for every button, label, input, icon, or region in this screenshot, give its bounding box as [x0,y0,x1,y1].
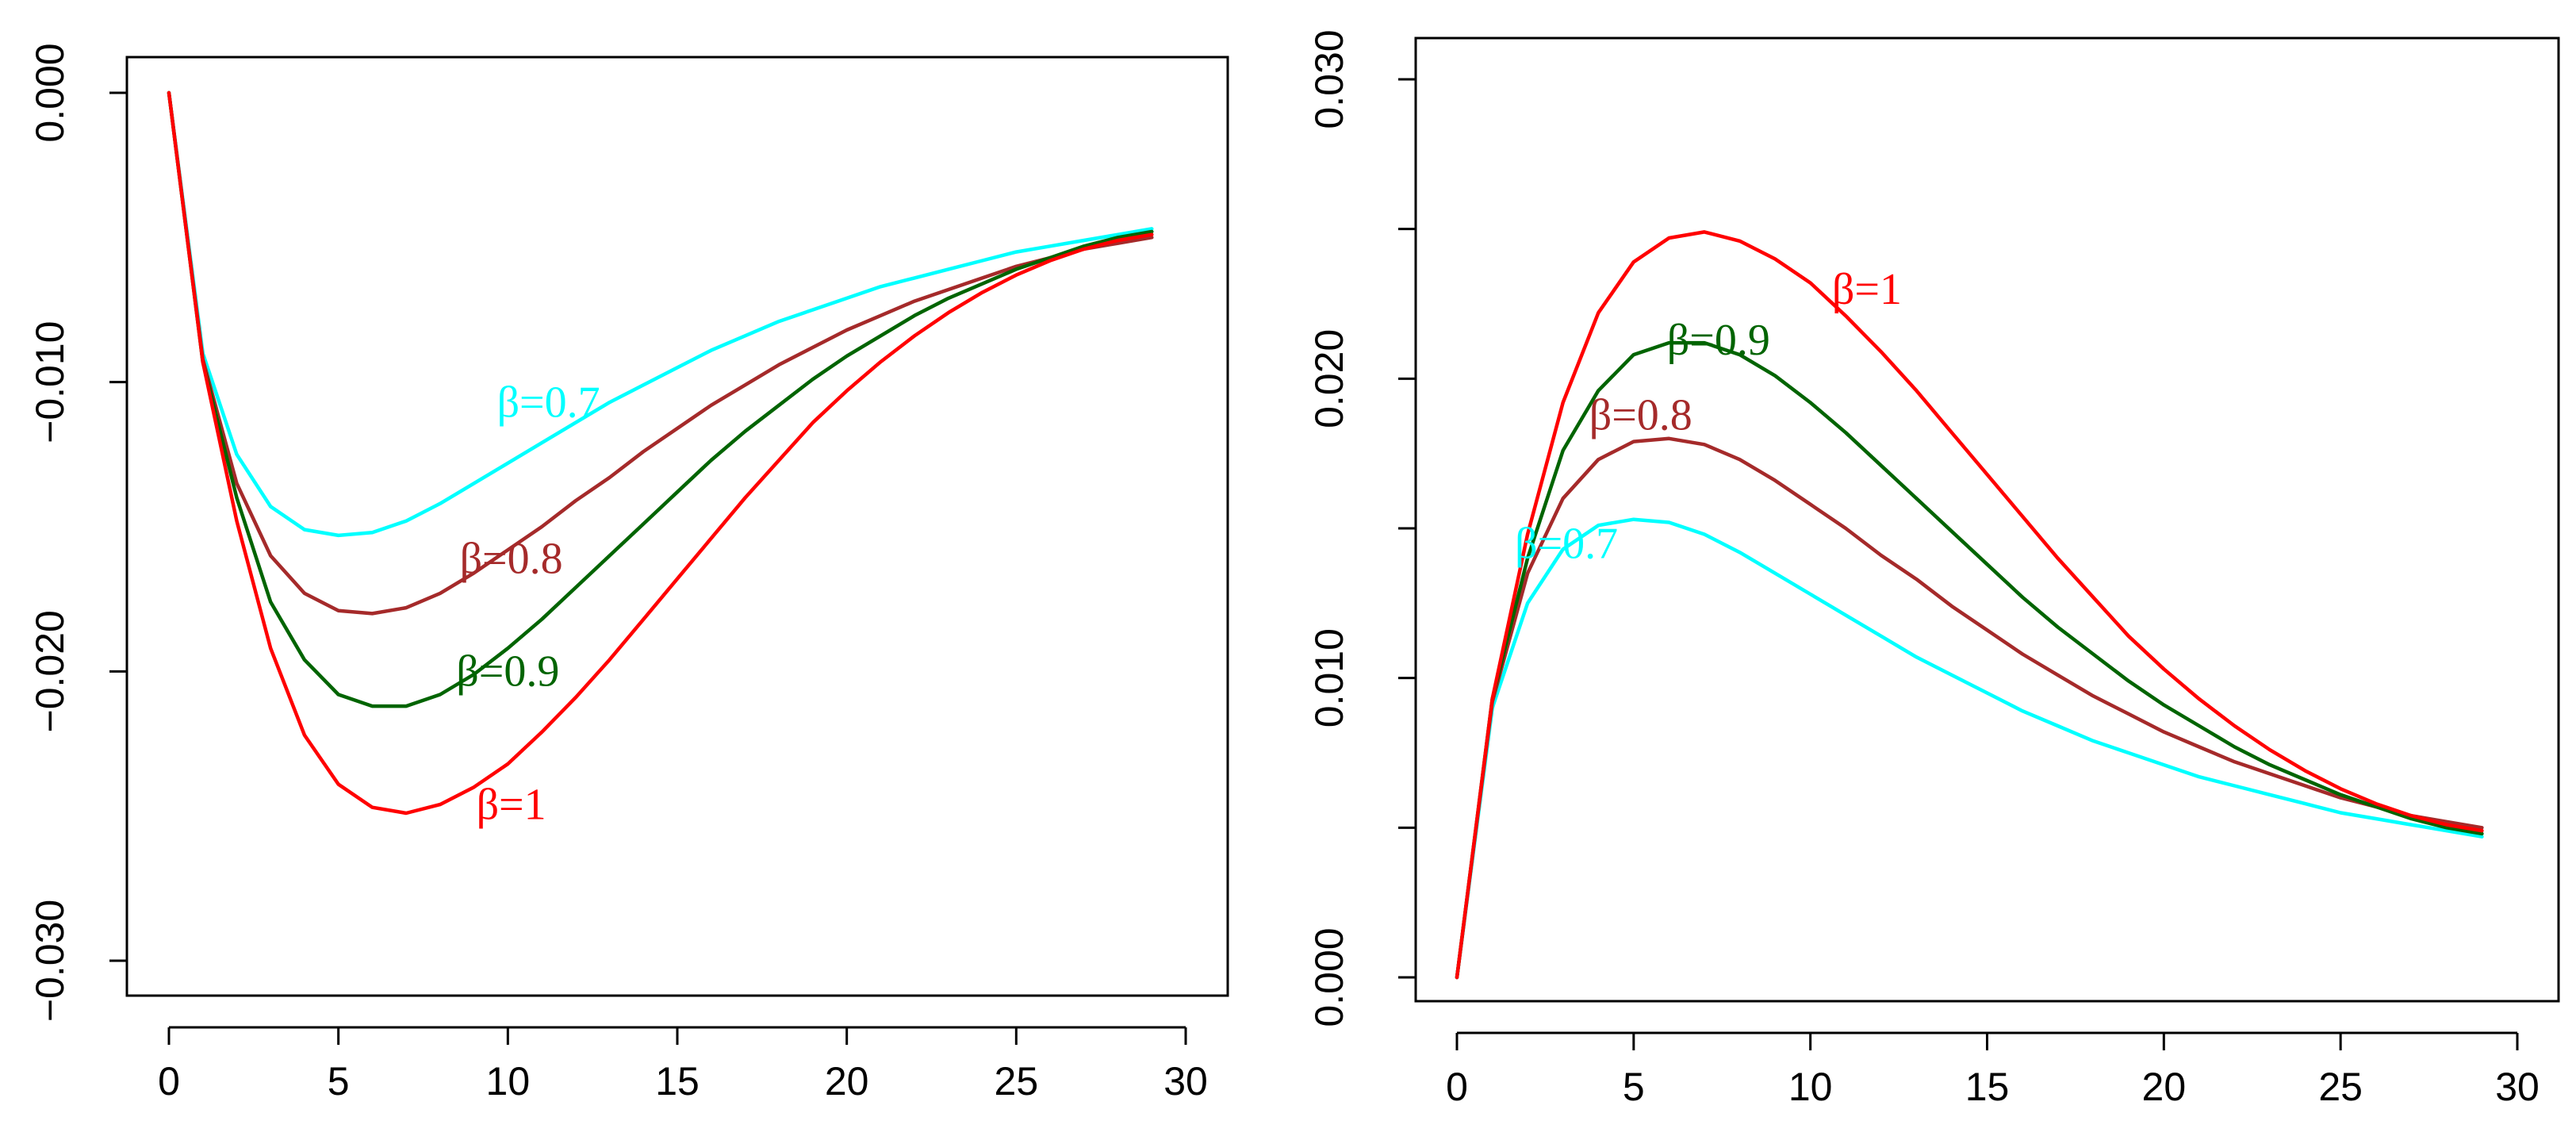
x-tick-label: 0 [158,1059,180,1104]
x-axis: 0 5 10 15 20 25 30 [1446,1031,2540,1109]
y-tick-label: −0.030 [28,900,72,1022]
y-tick-label: 0.030 [1307,29,1351,129]
y-tick-label: 0.000 [1307,927,1351,1027]
x-tick-label: 25 [2318,1065,2363,1109]
x-tick-label: 0 [1446,1065,1468,1109]
series-group: β=0.7 β=0.8 β=0.9 β=1 [1455,230,2484,980]
series-line-beta-1 [1455,230,2484,980]
x-tick-label: 20 [825,1059,869,1104]
series-line-beta-1 [167,90,1154,816]
x-tick-label: 30 [1163,1059,1208,1104]
left-chart-panel: 0 5 10 15 20 25 30 0.000 −0.010 −0.020 −0.030 β=0.7… [28,43,1229,1104]
x-tick-label: 15 [655,1059,700,1104]
y-tick-label: 0.010 [1307,628,1351,727]
series-line-beta-0-9 [1455,340,2484,980]
series-label-beta-0-7: β=0.7 [1515,520,1618,569]
x-tick-label: 20 [2142,1065,2187,1109]
series-group: β=0.7 β=0.8 β=0.9 β=1 [167,90,1154,829]
x-tick-label: 30 [2495,1065,2540,1109]
series-label-beta-0-9: β=0.9 [1667,316,1770,365]
series-line-beta-0-8 [167,90,1154,616]
series-label-beta-1: β=1 [1832,265,1902,314]
x-tick-label: 5 [328,1059,350,1104]
series-label-beta-0-8: β=0.8 [1589,390,1692,439]
right-chart-panel: 0 5 10 15 20 25 300.0000.0100.0200.030β=0.7β=0… [1307,29,2560,1109]
x-tick-label: 5 [1623,1065,1645,1109]
series-line-beta-0-7 [1455,517,2484,980]
series-line-beta-0-8 [1455,436,2484,980]
y-axis: 0.000 −0.010 −0.020 −0.030 [28,43,128,1022]
series-line-beta-0-7 [167,90,1154,538]
y-tick-label: 0.020 [1307,329,1351,428]
x-tick-label: 15 [1965,1065,2010,1109]
y-tick-label: −0.010 [28,321,72,443]
series-line-beta-0-9 [167,90,1154,708]
series-label-beta-0-7: β=0.7 [497,378,600,427]
x-axis: 0 5 10 15 20 25 30 [158,1026,1208,1104]
series-label-beta-0-9: β=0.9 [456,647,559,697]
x-tick-label: 10 [1788,1065,1833,1109]
y-tick-label: −0.020 [28,610,72,732]
y-axis: 0.000 0.010 0.020 0.030 [1307,29,1417,1027]
x-tick-label: 25 [995,1059,1039,1104]
series-label-beta-0-8: β=0.8 [460,534,563,583]
series-label-beta-1: β=1 [477,780,546,829]
y-tick-label: 0.000 [28,43,72,142]
x-tick-label: 10 [486,1059,531,1104]
